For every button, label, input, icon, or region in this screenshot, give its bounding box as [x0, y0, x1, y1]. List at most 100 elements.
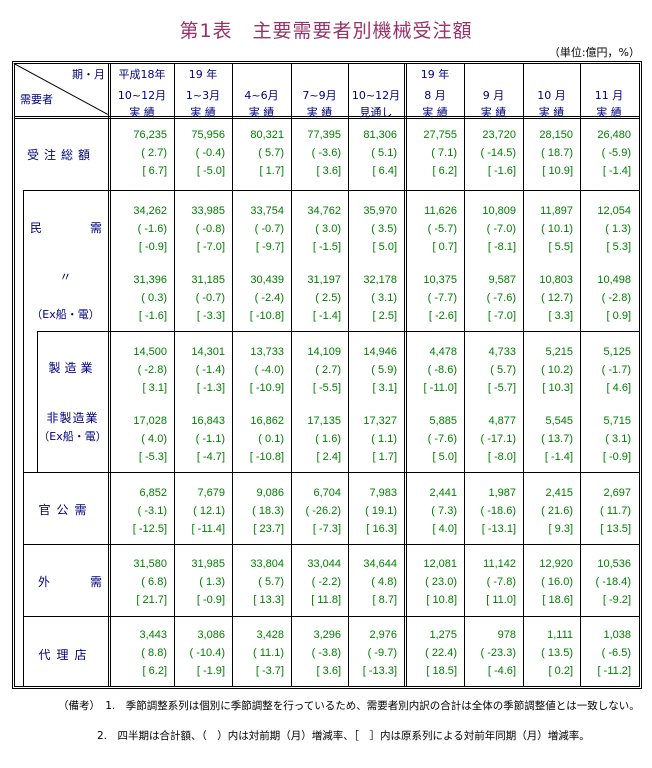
- order-value-number: 5,215: [545, 346, 573, 358]
- order-value-number: 10,536: [597, 558, 631, 570]
- order-value: 35,970: [348, 204, 397, 218]
- order-value-number: 3,443: [139, 629, 167, 641]
- change-prev-year-number: -1.4: [550, 451, 570, 463]
- change-prev-period-number: 1.3: [612, 223, 628, 235]
- change-prev-year-number: -5.7: [493, 382, 513, 394]
- change-prev-year: [ 10.9]: [542, 165, 573, 177]
- grid-line: [12, 688, 642, 689]
- change-prev-period: ( 5.1): [371, 147, 397, 159]
- change-prev-year: [ -1.9]: [196, 665, 225, 677]
- change-prev-year: [ 13.5]: [600, 523, 631, 535]
- change-prev-period-number: 5.1: [378, 147, 394, 159]
- change-prev-period: ( 3.0): [315, 223, 341, 235]
- order-value-number: 10,809: [482, 205, 516, 217]
- order-value: 33,754: [232, 204, 284, 218]
- change-prev-period: ( -26.2): [305, 505, 341, 517]
- change-prev-period: ( 10.1): [541, 223, 573, 235]
- change-prev-year-number: -0.9: [202, 594, 222, 606]
- change-prev-year-number: -1.9: [202, 665, 222, 677]
- grid-line: [23, 190, 640, 191]
- order-value-number: 28,150: [539, 129, 573, 141]
- change-prev-year-number: -7.3: [318, 523, 338, 535]
- column-header-line: 実 績: [480, 106, 507, 119]
- change-prev-period-number: -2.8: [608, 292, 628, 304]
- column-header-line: 平成18年: [118, 68, 166, 81]
- change-prev-period: ( 10.2): [541, 364, 573, 376]
- change-prev-period: ( 12.7): [541, 292, 573, 304]
- change-prev-period-number: -7.8: [493, 576, 513, 588]
- column-header-line: 見通し: [359, 106, 393, 119]
- change-prev-year: [ 3.6]: [316, 665, 341, 677]
- change-prev-year-number: -2.6: [434, 310, 454, 322]
- order-value: 32,178: [348, 273, 397, 287]
- change-prev-year: [ 13.3]: [253, 594, 284, 606]
- change-prev-period-number: 0.3: [148, 292, 164, 304]
- change-prev-period-number: -4.0: [261, 364, 281, 376]
- change-prev-year: [ 18.6]: [542, 594, 573, 606]
- order-value-number: 34,762: [307, 205, 341, 217]
- order-value: 5,715: [580, 414, 631, 428]
- order-value-number: 3,428: [256, 629, 284, 641]
- change-prev-year-number: -1.4: [318, 310, 338, 322]
- change-prev-period: ( 1.3): [199, 576, 225, 588]
- change-prev-period-number: -7.7: [434, 292, 454, 304]
- change-prev-year-number: -11.0: [429, 382, 454, 394]
- order-value: 3,296: [291, 628, 341, 642]
- change-prev-period: ( 4.0): [141, 433, 167, 445]
- order-value-number: 1,111: [547, 629, 573, 641]
- change-prev-year-number: -11.4: [197, 523, 222, 535]
- order-value-number: 33,044: [307, 558, 341, 570]
- change-prev-period-number: -23.3: [487, 647, 513, 659]
- change-prev-period: ( 18.3): [252, 505, 284, 517]
- order-value: 13,733: [232, 345, 284, 359]
- order-value: 2,697: [580, 486, 631, 500]
- change-prev-period: ( 12.1): [193, 505, 225, 517]
- order-value: 16,862: [232, 414, 284, 428]
- row-label-private-char: 民: [30, 221, 43, 235]
- order-value: 3,086: [174, 628, 225, 642]
- change-prev-year-number: 3.3: [554, 310, 570, 322]
- order-value: 16,843: [174, 414, 225, 428]
- change-prev-year-number: 13.5: [606, 523, 628, 535]
- change-prev-year: [ -0.9]: [138, 241, 167, 253]
- change-prev-year-number: -5.3: [144, 451, 164, 463]
- change-prev-year: [ 0.7]: [432, 241, 457, 253]
- change-prev-period: ( 23.0): [425, 576, 457, 588]
- row-label-government: 官公需: [38, 503, 93, 517]
- grid-line: [404, 63, 405, 687]
- order-value-number: 14,301: [191, 346, 225, 358]
- order-value-number: 5,125: [603, 346, 631, 358]
- order-value-number: 5,545: [545, 415, 573, 427]
- change-prev-period: ( 6.8): [141, 576, 167, 588]
- change-prev-year: [ -3.3]: [196, 310, 225, 322]
- change-prev-period-number: -7.6: [493, 292, 513, 304]
- change-prev-period-number: 8.8: [148, 647, 164, 659]
- change-prev-period: ( -2.8): [601, 292, 631, 304]
- change-prev-period-number: 16.0: [547, 576, 570, 588]
- order-value-number: 31,580: [133, 558, 167, 570]
- row-label-total: 受注総額: [26, 148, 95, 162]
- change-prev-period-number: 3.1: [378, 292, 394, 304]
- change-prev-period: ( -7.6): [486, 292, 516, 304]
- change-prev-period: ( 22.4): [425, 647, 457, 659]
- change-prev-period-number: 10.2: [547, 364, 570, 376]
- change-prev-year-number: -13.1: [487, 523, 513, 535]
- order-value: 31,197: [291, 273, 341, 287]
- change-prev-period: ( -1.4): [195, 364, 225, 376]
- order-value: 17,135: [291, 414, 341, 428]
- change-prev-year: [ 0.9]: [606, 310, 631, 322]
- change-prev-period: ( 7.1): [431, 147, 457, 159]
- change-prev-period-number: 7.3: [438, 505, 454, 517]
- change-prev-period: ( -1.6): [137, 223, 167, 235]
- change-prev-year: [ -1.6]: [487, 165, 516, 177]
- order-value: 34,762: [291, 204, 341, 218]
- order-value-number: 26,480: [597, 129, 631, 141]
- change-prev-period: ( -9.7): [367, 647, 397, 659]
- change-prev-year: [ 6.2]: [432, 165, 457, 177]
- change-prev-year-number: 10.9: [548, 165, 570, 177]
- column-header-line: 19 年: [188, 68, 218, 81]
- change-prev-year-number: 16.3: [372, 523, 394, 535]
- order-value-number: 1,987: [488, 487, 516, 499]
- order-value-number: 3,086: [197, 629, 225, 641]
- grid-line: [523, 63, 524, 687]
